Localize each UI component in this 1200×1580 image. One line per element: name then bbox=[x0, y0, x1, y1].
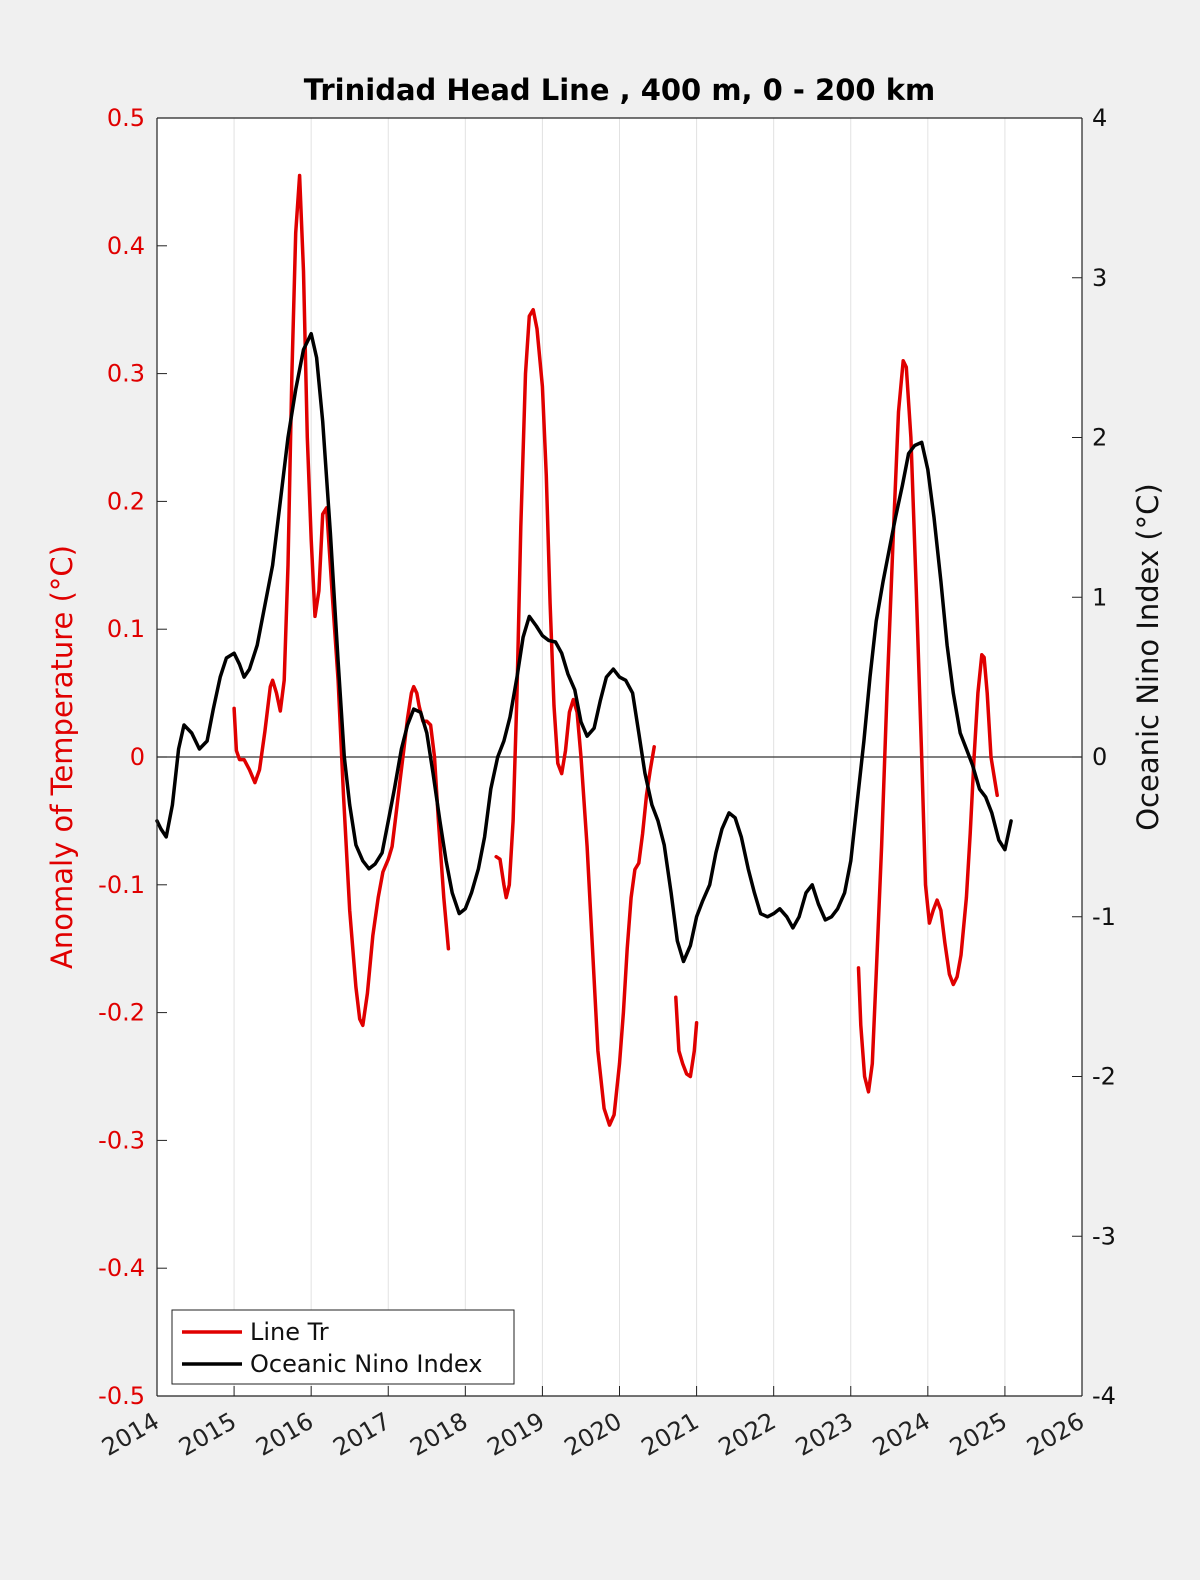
line-tr-series-segment bbox=[674, 995, 699, 1079]
y-left-tick-label: 0 bbox=[130, 743, 145, 771]
line-tr-series-segment bbox=[856, 359, 999, 1094]
y-left-tick-label: 0.4 bbox=[107, 232, 145, 260]
legend-label-oni: Oceanic Nino Index bbox=[250, 1350, 482, 1378]
y-right-tick-label: -1 bbox=[1092, 903, 1116, 931]
y-right-tick-label: 3 bbox=[1092, 264, 1107, 292]
y-axis-right-label: Oceanic Nino Index (°C) bbox=[1131, 483, 1165, 831]
y-right-tick-label: 2 bbox=[1092, 424, 1107, 452]
legend: Line Tr Oceanic Nino Index bbox=[171, 1309, 515, 1385]
grid-layer bbox=[157, 118, 1082, 1396]
y-left-tick-label: 0.5 bbox=[107, 104, 145, 132]
y-left-tick-label: 0.3 bbox=[107, 360, 145, 388]
y-left-tick-label: -0.5 bbox=[98, 1382, 145, 1410]
oni-series-segment bbox=[155, 331, 1013, 964]
y-axis-left-label: Anomaly of Temperature (°C) bbox=[45, 545, 79, 969]
legend-box bbox=[171, 1309, 515, 1385]
legend-label-line-tr: Line Tr bbox=[250, 1318, 329, 1346]
y-left-tick-label: -0.2 bbox=[98, 999, 145, 1027]
y-left-tick-label: 0.2 bbox=[107, 487, 145, 515]
chart-title: Trinidad Head Line , 400 m, 0 - 200 km bbox=[304, 73, 935, 107]
y-left-tick-label: -0.4 bbox=[98, 1254, 145, 1282]
line-tr-series-segment bbox=[494, 307, 656, 1127]
line-tr-series-segment bbox=[232, 173, 451, 1028]
y-right-tick-label: -3 bbox=[1092, 1222, 1116, 1250]
y-right-tick-label: 1 bbox=[1092, 583, 1107, 611]
y-left-tick-label: 0.1 bbox=[107, 615, 145, 643]
y-right-tick-label: -4 bbox=[1092, 1382, 1116, 1410]
y-right-tick-label: 4 bbox=[1092, 104, 1107, 132]
y-left-tick-label: -0.3 bbox=[98, 1126, 145, 1154]
y-left-tick-label: -0.1 bbox=[98, 871, 145, 899]
y-right-tick-label: 0 bbox=[1092, 743, 1107, 771]
y-right-tick-label: -2 bbox=[1092, 1063, 1116, 1091]
series-layer bbox=[155, 173, 1013, 1127]
